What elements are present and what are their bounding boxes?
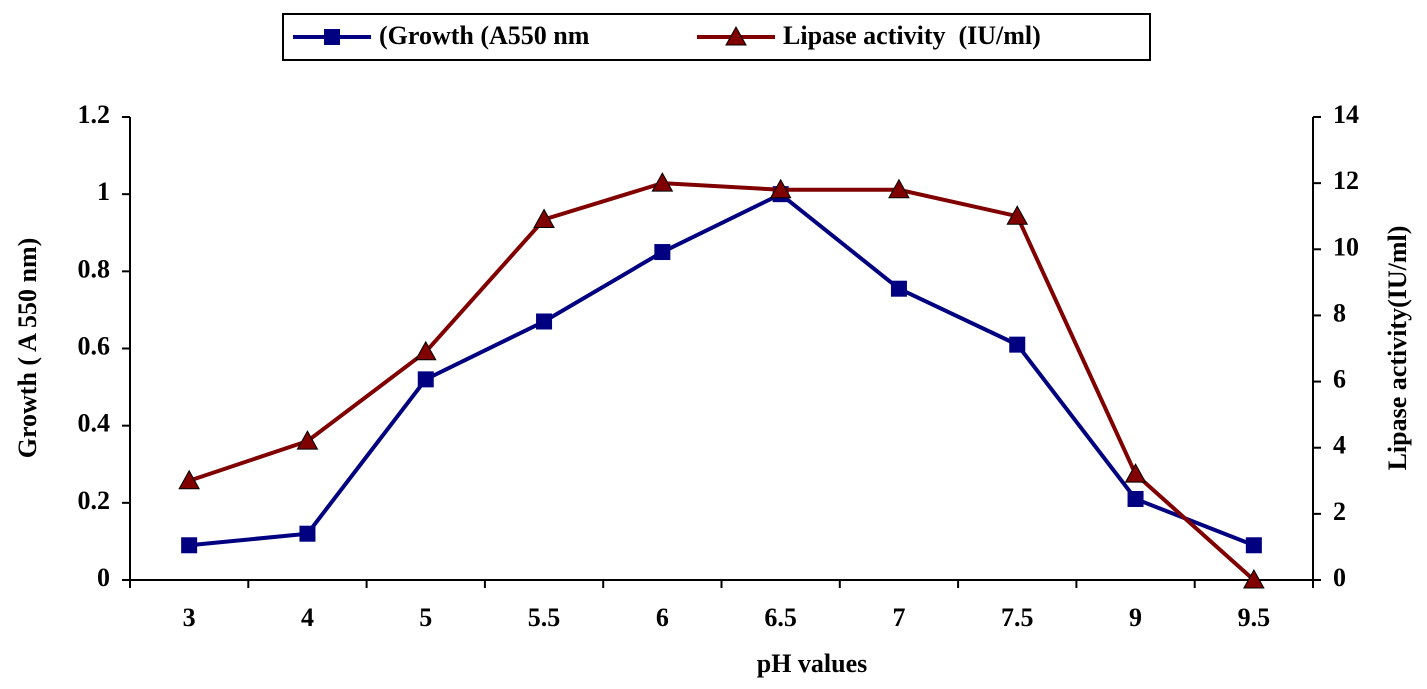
- y2-axis-label: Lipase activity(IU/ml): [1383, 226, 1412, 471]
- series-line: [188, 181, 1256, 582]
- x-tick-label: 9: [1129, 603, 1142, 632]
- y2-tick-label: 6: [1333, 365, 1346, 394]
- x-axis-label: pH values: [757, 649, 868, 678]
- data-point: [1127, 490, 1144, 507]
- y2-tick-label: 14: [1333, 100, 1359, 129]
- x-tick-label: 7.5: [1001, 603, 1034, 632]
- y2-tick-label: 8: [1333, 298, 1346, 327]
- legend-marker: [324, 29, 340, 45]
- y2-tick-label: 0: [1333, 563, 1346, 592]
- data-point: [888, 178, 910, 199]
- data-point: [1245, 537, 1262, 554]
- data-point: [417, 371, 434, 388]
- data-point: [1124, 463, 1147, 483]
- data-point: [533, 208, 555, 229]
- data-point: [769, 178, 792, 199]
- data-point: [296, 430, 319, 450]
- x-tick-label: 9.5: [1238, 603, 1271, 632]
- data-point: [1006, 205, 1029, 225]
- legend-marker: [725, 25, 747, 46]
- x-tick-label: 6.5: [764, 603, 797, 632]
- legend-label: (Growth (A550 nm: [379, 21, 590, 50]
- y-tick-label: 0.4: [78, 409, 111, 438]
- data-point: [178, 469, 200, 490]
- data-point: [536, 313, 553, 330]
- x-tick-label: 5.5: [528, 603, 561, 632]
- y-axis-label: Growth ( A 550 nm): [13, 238, 42, 459]
- x-tick-label: 5: [419, 603, 432, 632]
- y-tick-label: 0: [97, 563, 110, 592]
- x-tick-label: 7: [892, 603, 905, 632]
- y-tick-label: 1: [97, 177, 110, 206]
- data-point: [890, 280, 907, 297]
- y2-tick-label: 4: [1333, 431, 1346, 460]
- data-point: [181, 537, 198, 554]
- legend-label: Lipase activity (IU/ml): [783, 21, 1041, 50]
- y2-tick-label: 2: [1333, 497, 1346, 526]
- x-tick-label: 4: [301, 603, 314, 632]
- series-line: [188, 191, 1255, 548]
- legend-box: [282, 13, 1151, 61]
- y-tick-label: 0.2: [78, 486, 111, 515]
- data-point: [654, 244, 671, 261]
- data-point: [299, 525, 316, 542]
- data-point: [651, 172, 674, 192]
- x-tick-label: 3: [183, 603, 196, 632]
- data-point: [414, 340, 437, 361]
- y-tick-label: 0.6: [78, 331, 111, 360]
- y2-tick-label: 12: [1333, 166, 1359, 195]
- data-point: [1009, 336, 1026, 353]
- y-tick-label: 1.2: [78, 100, 111, 129]
- data-point: [1243, 568, 1265, 589]
- y-tick-label: 0.8: [78, 254, 111, 283]
- y2-tick-label: 10: [1333, 232, 1359, 261]
- x-tick-label: 6: [656, 603, 669, 632]
